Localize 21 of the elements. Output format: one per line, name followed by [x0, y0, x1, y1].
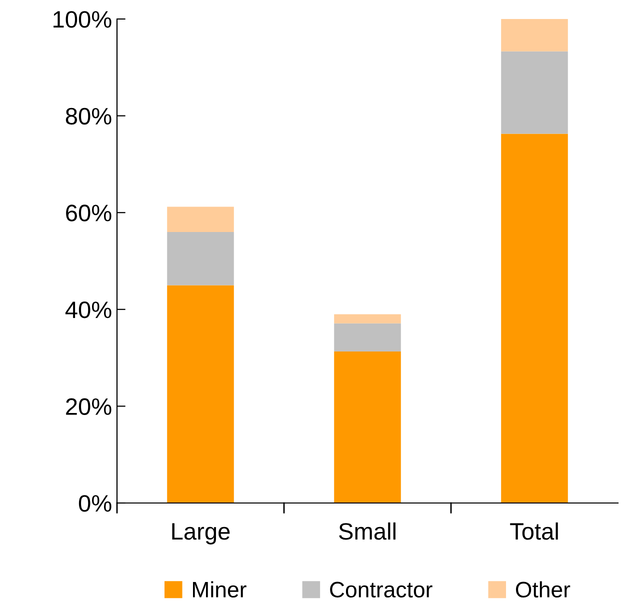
bar: [501, 19, 568, 52]
bar: [167, 206, 234, 232]
y-tick-label: 80%: [66, 108, 112, 125]
legend-label: Contractor: [330, 582, 432, 598]
bar: [167, 285, 234, 503]
x-tick-label: Large: [172, 523, 230, 544]
x-tick-label: Total: [510, 522, 558, 540]
bar: [334, 314, 401, 324]
y-tick-label: 20%: [66, 398, 112, 415]
bar: [334, 352, 401, 503]
y-tick-label: 60%: [66, 204, 112, 222]
y-tick-label: 40%: [65, 301, 112, 318]
x-tick-label: Small: [339, 522, 396, 540]
bar: [334, 323, 401, 352]
bar: [167, 232, 234, 286]
legend-label: Miner: [193, 581, 246, 598]
bar: [501, 134, 568, 503]
legend-label: Other: [516, 581, 570, 598]
y-tick-label: 0%: [78, 495, 112, 512]
bar: [501, 51, 568, 134]
y-tick-label: 100%: [54, 11, 112, 28]
